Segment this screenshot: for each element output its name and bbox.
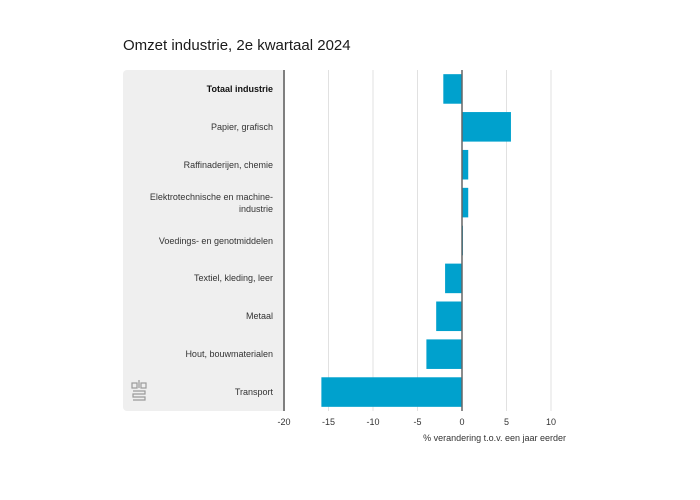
x-axis-title: % verandering t.o.v. een jaar eerder <box>423 433 566 443</box>
category-label: Transport <box>234 387 273 398</box>
category-label: Papier, grafisch <box>210 121 273 132</box>
bar-5 <box>445 263 462 294</box>
bar-7 <box>426 339 462 369</box>
x-tick-label: 10 <box>546 417 556 427</box>
category-label: Voedings- en genotmiddelen <box>158 235 273 246</box>
category-label: Raffinaderijen, chemie <box>183 159 273 170</box>
category-label: Metaal <box>245 311 273 322</box>
x-tick-label: -15 <box>322 417 335 427</box>
category-label: Totaal industrie <box>206 83 273 94</box>
x-tick-label: -20 <box>277 417 290 427</box>
category-label: Elektrotechnische en machine-industrie <box>149 191 273 214</box>
x-tick-label: 0 <box>459 417 464 427</box>
bar-2 <box>462 149 469 180</box>
bar-3 <box>462 187 469 218</box>
x-tick-label: 5 <box>504 417 509 427</box>
bar-6 <box>436 301 462 332</box>
x-tick-label: -10 <box>366 417 379 427</box>
category-label-panel <box>123 70 283 411</box>
bar-1 <box>462 112 511 142</box>
cbs-logo-icon <box>131 380 147 401</box>
category-label: Textiel, kleding, leer <box>193 273 273 284</box>
bar-8 <box>321 377 462 407</box>
x-tick-label: -5 <box>413 417 421 427</box>
bar-0 <box>443 74 462 104</box>
category-label: Hout, bouwmaterialen <box>185 349 273 360</box>
chart-title: Omzet industrie, 2e kwartaal 2024 <box>123 37 351 54</box>
